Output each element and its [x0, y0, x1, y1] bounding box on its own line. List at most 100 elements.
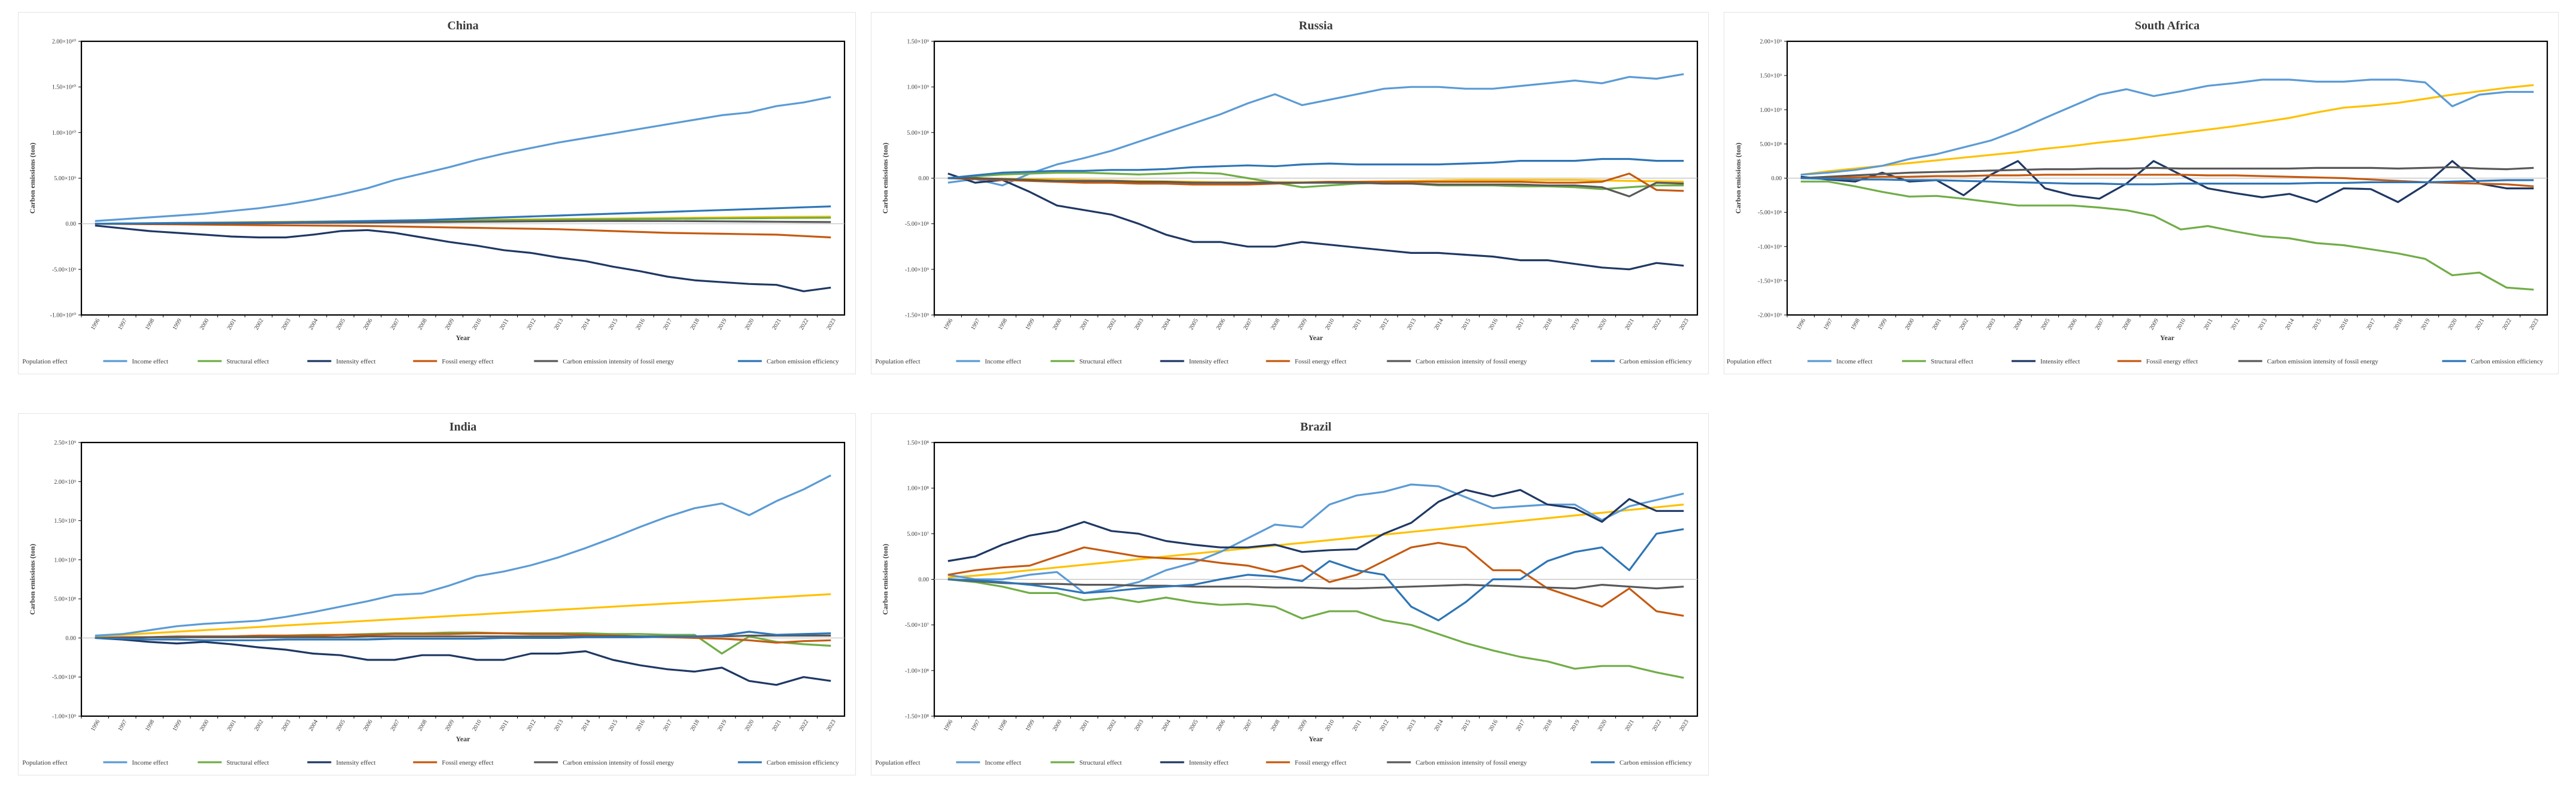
- series-line-population-effect: [947, 504, 1684, 579]
- x-tick-label: 2017: [662, 317, 674, 331]
- y-tick-label: 2.00×10⁹: [1760, 39, 1782, 46]
- chart-svg-china: China -1.00×10¹⁰ -5.00×10⁹ 0.00 5.00×10⁹ 1.00…: [22, 19, 846, 365]
- series-line-income-effect: [1800, 78, 2534, 176]
- x-tick-label: 2006: [2067, 317, 2079, 331]
- legend-label-carbon-emission-intensity-of-fossil-energy: Carbon emission intensity of fossil ener…: [2267, 358, 2378, 365]
- y-tick-label: -5.00×10⁸: [905, 221, 929, 228]
- x-tick-label: 2020: [1597, 719, 1609, 732]
- y-axis-title: Carbon emissions (ton): [28, 143, 37, 214]
- x-tick-label: 2017: [1515, 719, 1527, 732]
- series-line-carbon-emission-intensity-of-fossil-energy: [947, 578, 1684, 590]
- x-tick-label: 2018: [1542, 317, 1554, 331]
- legend-label-intensity-effect: Intensity effect: [336, 358, 375, 365]
- x-tick-label: 2007: [1243, 719, 1254, 732]
- legend-label-fossil-energy-effect: Fossil energy effect: [442, 358, 493, 365]
- x-tick-label: 2005: [335, 719, 347, 732]
- x-tick-label: 2006: [1215, 317, 1227, 331]
- series-line-income-effect: [95, 96, 831, 222]
- x-tick-label: 1998: [997, 719, 1009, 732]
- x-tick-label: 2008: [2121, 317, 2133, 331]
- y-tick-label: 0.00: [919, 577, 929, 583]
- legend-label-carbon-emission-efficiency: Carbon emission efficiency: [767, 358, 839, 365]
- y-tick-label: 5.00×10⁷: [907, 531, 929, 538]
- y-tick-label: -5.00×10⁸: [52, 674, 76, 681]
- chart-title: India: [449, 420, 477, 434]
- x-tick-label: 2019: [1569, 719, 1581, 732]
- x-tick-label: 2016: [1488, 317, 1500, 331]
- x-tick-label: 2002: [1106, 317, 1118, 331]
- chart-svg-brazil: Brazil -1.50×10⁸ -1.00×10⁸ -5.00×10⁷ 0.00 5.0…: [875, 420, 1699, 766]
- y-tick-label: -2.00×10⁹: [1758, 313, 1782, 319]
- x-tick-label: 1999: [171, 317, 183, 331]
- x-tick-label: 1998: [997, 317, 1009, 331]
- chart-title: China: [447, 19, 478, 32]
- x-tick-label: 1997: [1822, 317, 1834, 331]
- x-tick-label: 2008: [1269, 719, 1281, 732]
- x-tick-label: 2012: [2229, 317, 2241, 331]
- x-tick-label: 1998: [144, 317, 156, 331]
- x-tick-label: 2017: [2365, 317, 2377, 331]
- y-axis-title: Carbon emissions (ton): [1734, 143, 1742, 214]
- x-tick-label: 2004: [308, 719, 320, 732]
- x-tick-label: 1998: [1849, 317, 1861, 331]
- y-tick-label: 5.00×10⁸: [1760, 141, 1782, 148]
- x-tick-label: 2009: [2148, 317, 2160, 331]
- y-tick-label: -1.00×10⁹: [1758, 244, 1782, 250]
- x-tick-label: 2005: [2040, 317, 2052, 331]
- legend-label-income-effect: Income effect: [985, 759, 1021, 766]
- x-tick-label: 2017: [662, 719, 674, 732]
- x-tick-label: 2004: [2013, 317, 2025, 331]
- x-tick-label: 1997: [970, 719, 982, 732]
- x-tick-label: 2003: [281, 719, 293, 732]
- legend-label-carbon-emission-intensity-of-fossil-energy: Carbon emission intensity of fossil ener…: [1415, 759, 1527, 766]
- x-tick-label: 2003: [1134, 317, 1146, 331]
- legend-label-carbon-emission-efficiency: Carbon emission efficiency: [1620, 358, 1692, 365]
- x-tick-label: 1997: [117, 719, 129, 732]
- x-tick-label: 1996: [943, 317, 955, 331]
- legend-label-structural-effect: Structural effect: [1079, 759, 1122, 766]
- x-tick-label: 2014: [2284, 317, 2296, 331]
- series-line-structural-effect: [947, 578, 1684, 679]
- y-tick-label: 1.00×10⁹: [907, 84, 929, 91]
- x-tick-label: 2023: [825, 719, 837, 732]
- x-tick-label: 2001: [226, 719, 238, 732]
- x-tick-label: 2021: [1624, 317, 1636, 331]
- x-tick-label: 2015: [1460, 317, 1472, 331]
- y-tick-label: 1.00×10⁹: [1760, 107, 1782, 114]
- series-line-population-effect: [1800, 84, 2534, 176]
- x-tick-label: 2009: [444, 317, 456, 331]
- x-tick-label: 2012: [1378, 317, 1390, 331]
- x-tick-label: 2022: [2501, 317, 2513, 331]
- y-tick-label: 2.00×10⁹: [54, 479, 76, 486]
- x-tick-label: 2003: [1134, 719, 1146, 732]
- x-tick-label: 1997: [117, 317, 129, 331]
- y-tick-label: 0.00: [66, 635, 77, 642]
- legend-label-structural-effect: Structural effect: [226, 759, 269, 766]
- series-line-fossil-energy-effect: [947, 542, 1684, 617]
- x-tick-label: 2005: [335, 317, 347, 331]
- series-line-carbon-emission-efficiency: [947, 157, 1684, 180]
- legend-label-intensity-effect: Intensity effect: [336, 759, 375, 766]
- x-tick-label: 2014: [580, 719, 592, 732]
- plot-area-frame: [80, 40, 846, 316]
- x-tick-label: 2014: [1433, 719, 1445, 732]
- y-tick-label: 1.50×10⁸: [907, 440, 929, 447]
- y-tick-label: 1.50×10¹⁰: [52, 84, 76, 91]
- series-line-carbon-emission-intensity-of-fossil-energy: [947, 177, 1684, 198]
- y-tick-label: -1.50×10⁸: [905, 714, 929, 720]
- x-tick-label: 2018: [689, 317, 701, 331]
- x-tick-label: 2001: [1079, 719, 1091, 732]
- chart-panel-russia: Russia -1.50×10⁹ -1.00×10⁹ -5.00×10⁸ 0.00 5.0…: [871, 12, 1709, 374]
- x-tick-label: 2021: [771, 317, 783, 331]
- y-tick-label: 2.00×10¹⁰: [52, 39, 76, 46]
- x-tick-label: 2016: [1488, 719, 1500, 732]
- x-tick-label: 2009: [1297, 317, 1309, 331]
- y-tick-label: 2.50×10⁹: [54, 440, 76, 447]
- series-line-carbon-emission-efficiency: [947, 528, 1684, 622]
- x-tick-label: 2013: [553, 719, 565, 732]
- legend-label-population-effect: Population effect: [875, 358, 920, 365]
- series-line-carbon-emission-efficiency: [1800, 177, 2534, 186]
- series-line-carbon-emission-intensity-of-fossil-energy: [1800, 166, 2534, 180]
- legend-label-carbon-emission-efficiency: Carbon emission efficiency: [767, 759, 839, 766]
- x-tick-label: 2008: [417, 317, 429, 331]
